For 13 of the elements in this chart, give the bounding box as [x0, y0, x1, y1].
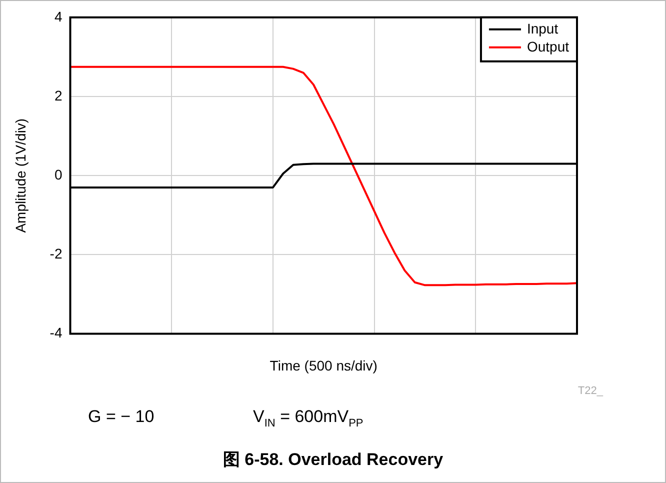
text: T22_ — [578, 385, 603, 397]
y-tick-label: 4 — [54, 8, 62, 24]
text: G = − 10 — [88, 407, 154, 427]
legend-label: Input — [526, 20, 558, 36]
text: 图 6-58. Overload Recovery — [222, 449, 444, 471]
x-axis-title: Time (500 ns/div) — [270, 357, 378, 374]
y-tick-label: 2 — [54, 87, 62, 104]
text: V$_{IN}$ = 600mV$_{PP}$ — [253, 407, 364, 430]
y-tick-label: -4 — [50, 324, 62, 341]
y-tick-label: 0 — [54, 166, 62, 182]
legend-label: Output — [526, 38, 570, 54]
y-tick-label: -2 — [50, 246, 62, 262]
y-axis-title: Amplitude (1V/div) — [12, 118, 28, 233]
